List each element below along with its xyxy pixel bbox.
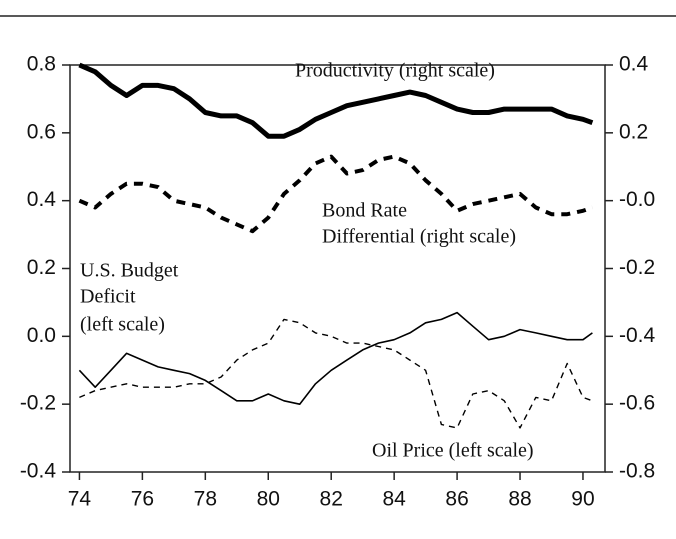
annotation: Bond Rate (322, 200, 407, 222)
y2-tick-label: -0.8 (619, 460, 655, 483)
y-tick-label: -0.2 (20, 392, 56, 415)
x-tick-label: 82 (320, 488, 343, 511)
y-tick-label: 0.0 (27, 324, 56, 347)
y-tick-label: 0.4 (27, 188, 57, 211)
y2-tick-label: -0.6 (619, 392, 655, 415)
y-tick-label: 0.8 (27, 53, 56, 76)
y2-tick-label: -0.4 (619, 324, 656, 347)
annotation: U.S. Budget (80, 260, 179, 282)
x-tick-label: 84 (382, 488, 406, 511)
series-line (78, 154, 594, 234)
y2-tick-label: 0.2 (619, 120, 648, 143)
y-tick-label: 0.6 (27, 120, 56, 143)
x-tick-label: 76 (131, 488, 154, 511)
x-tick-label: 88 (508, 488, 531, 511)
x-tick-label: 86 (445, 488, 468, 511)
annotation: Oil Price (left scale) (372, 440, 534, 462)
annotation: Productivity (right scale) (295, 60, 495, 82)
x-tick-label: 74 (68, 488, 92, 511)
annotation: Deficit (80, 286, 136, 308)
annotation: Differential (right scale) (322, 226, 516, 248)
series-line (79, 318, 593, 429)
y2-tick-label: -0.0 (619, 188, 655, 211)
x-tick-label: 90 (571, 488, 594, 511)
x-tick-label: 78 (194, 488, 217, 511)
annotation: (left scale) (80, 314, 165, 336)
y-tick-label: -0.4 (20, 460, 57, 483)
y-tick-label: 0.2 (27, 256, 56, 279)
x-tick-label: 80 (257, 488, 280, 511)
series-line (78, 62, 594, 139)
series-line (78, 311, 593, 405)
y2-tick-label: 0.4 (619, 53, 649, 76)
y2-tick-label: -0.2 (619, 256, 655, 279)
